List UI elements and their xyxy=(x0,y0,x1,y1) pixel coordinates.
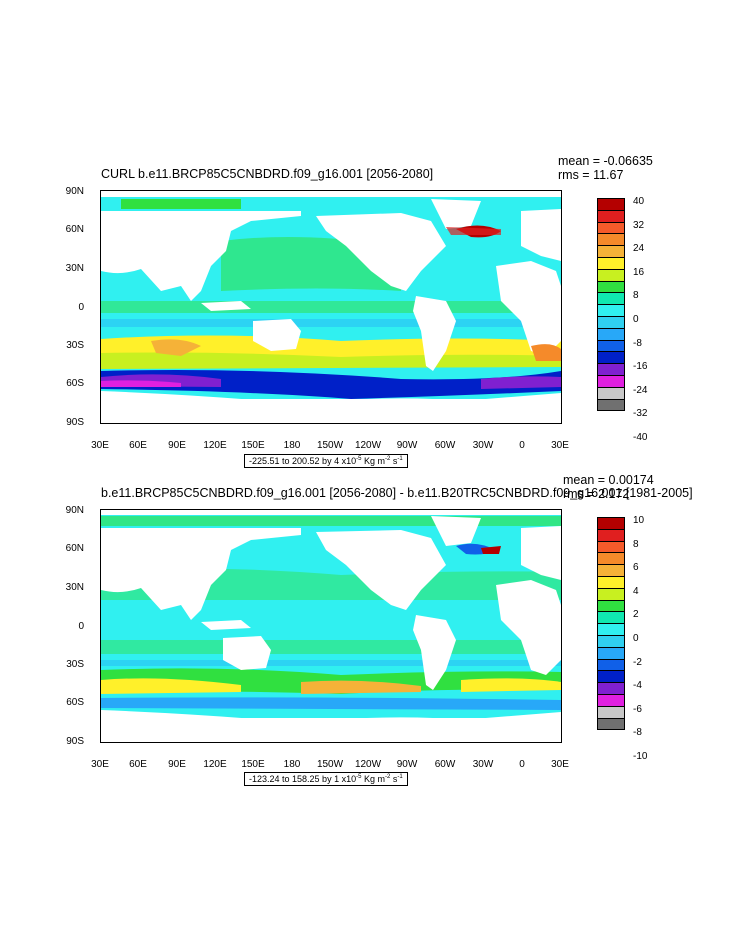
colorbar-label: 2 xyxy=(633,609,639,621)
lon-label: 0 xyxy=(519,440,525,451)
lon-label: 30W xyxy=(472,759,494,770)
contour-range-label: -123.24 to 158.25 by 1 x10-5 Kg m-2 s-1 xyxy=(244,772,408,786)
map-plot xyxy=(100,509,562,743)
lon-label: 120E xyxy=(203,759,227,770)
lat-label-0: 0 xyxy=(78,302,84,313)
lat-label-90n: 90N xyxy=(65,186,84,197)
colorbar-label: 16 xyxy=(633,266,645,278)
plot-title: b.e11.BRCP85C5CNBDRD.f09_g16.001 [2056-2… xyxy=(101,486,693,500)
rms-value: rms = 11.67 xyxy=(558,168,624,182)
lon-label: 30E xyxy=(551,759,569,770)
lon-label: 90E xyxy=(168,759,186,770)
lon-label: 60W xyxy=(434,759,456,770)
map-field xyxy=(101,510,561,742)
lon-label: 30E xyxy=(551,440,569,451)
colorbar-label: -6 xyxy=(633,703,642,715)
lat-label-30n: 30N xyxy=(65,263,84,274)
lon-label: 150E xyxy=(241,759,265,770)
colorbar-label: 0 xyxy=(633,314,639,325)
colorbar-label: -16 xyxy=(633,361,648,373)
colorbar-label: 4 xyxy=(633,585,639,597)
lon-label: 0 xyxy=(519,759,525,770)
colorbar-label: 32 xyxy=(633,219,645,231)
colorbar-swatch xyxy=(597,398,625,412)
plot-title: CURL b.e11.BRCP85C5CNBDRD.f09_g16.001 [2… xyxy=(101,167,434,181)
lat-label-30s: 30S xyxy=(66,340,84,351)
mean-value: mean = 0.00174 xyxy=(563,473,654,487)
colorbar-label: 8 xyxy=(633,538,639,550)
colorbar-label: -40 xyxy=(633,432,648,443)
colorbar-label: 24 xyxy=(633,243,645,255)
lon-label: 90W xyxy=(396,759,418,770)
colorbar-label: 0 xyxy=(633,633,639,644)
colorbar-label: -8 xyxy=(633,727,642,739)
lon-label: 120W xyxy=(354,759,382,770)
lat-label-60n: 60N xyxy=(65,543,84,554)
lon-label: 180 xyxy=(283,759,301,770)
lon-label: 30W xyxy=(472,440,494,451)
lat-label-0: 0 xyxy=(78,621,84,632)
lon-label: 120W xyxy=(354,440,382,451)
colorbar-label: -2 xyxy=(633,656,642,668)
colorbar-label: -4 xyxy=(633,680,642,692)
lon-label: 180 xyxy=(283,440,301,451)
lon-label: 150W xyxy=(316,440,344,451)
lon-label: 30E xyxy=(91,759,109,770)
lat-label-90n: 90N xyxy=(65,505,84,516)
lon-label: 120E xyxy=(203,440,227,451)
lat-label-60s: 60S xyxy=(66,697,84,708)
colorbar-label: -32 xyxy=(633,408,648,420)
lon-label: 30E xyxy=(91,440,109,451)
mean-value: mean = -0.06635 xyxy=(558,154,653,168)
colorbar-label: 10 xyxy=(633,515,645,526)
colorbar-label: 8 xyxy=(633,290,639,302)
lon-label: 150W xyxy=(316,759,344,770)
lon-label: 60E xyxy=(129,759,147,770)
lat-label-60s: 60S xyxy=(66,378,84,389)
lat-label-60n: 60N xyxy=(65,224,84,235)
colorbar-label: 6 xyxy=(633,562,639,574)
map-field xyxy=(101,191,561,423)
rms-value: rms = 2.172 xyxy=(563,487,630,501)
colorbar-label: -8 xyxy=(633,337,642,349)
colorbar-label: -24 xyxy=(633,384,648,396)
colorbar-label: 40 xyxy=(633,196,645,207)
colorbar-swatch xyxy=(597,717,625,731)
contour-range-label: -225.51 to 200.52 by 4 x10-5 Kg m-2 s-1 xyxy=(244,454,408,468)
lat-label-90s: 90S xyxy=(66,736,84,747)
map-plot xyxy=(100,190,562,424)
lat-label-30n: 30N xyxy=(65,582,84,593)
lon-label: 90W xyxy=(396,440,418,451)
lat-label-90s: 90S xyxy=(66,417,84,428)
lon-label: 60W xyxy=(434,440,456,451)
lon-label: 90E xyxy=(168,440,186,451)
colorbar-label: -10 xyxy=(633,751,648,762)
lon-label: 150E xyxy=(241,440,265,451)
lat-label-30s: 30S xyxy=(66,659,84,670)
lon-label: 60E xyxy=(129,440,147,451)
